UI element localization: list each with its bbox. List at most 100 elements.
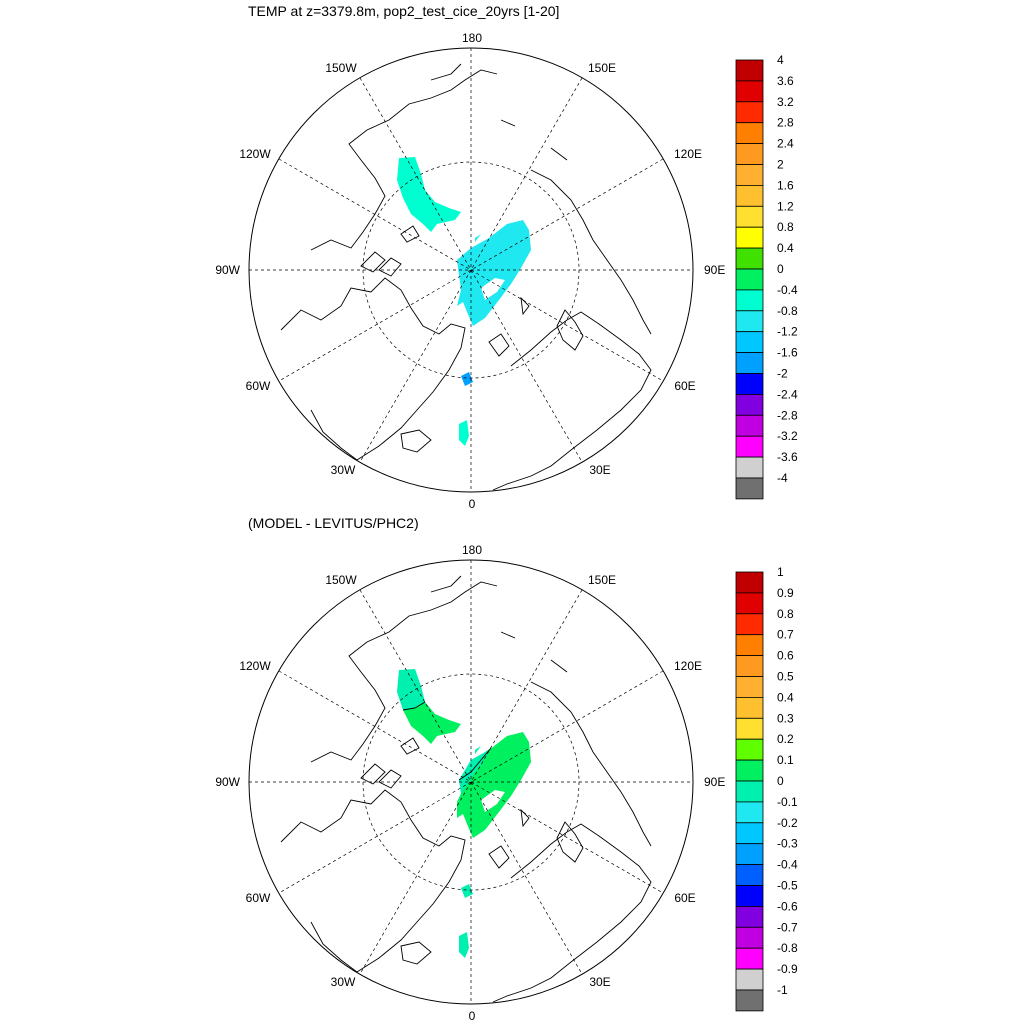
colorbar-box bbox=[735, 456, 764, 479]
colorbar-box bbox=[735, 676, 764, 698]
field-canada-basin bbox=[397, 157, 461, 232]
top-panel: TEMP at z=3379.8m, pop2_test_cice_20yrs … bbox=[215, 3, 798, 511]
lon-label-30w: 30W bbox=[331, 463, 356, 477]
lon-label-60w: 60W bbox=[246, 891, 271, 905]
top-map-boundary bbox=[248, 47, 694, 493]
bottom-lon-labels: 180 0 90W 90E 150W 120W 60W 30W 150E 120… bbox=[215, 543, 725, 1023]
colorbar-box bbox=[735, 759, 764, 782]
colorbar-label: 0.5 bbox=[777, 670, 794, 684]
colorbar-label: -0.3 bbox=[777, 837, 798, 851]
colorbar-label: 0.3 bbox=[777, 711, 794, 725]
colorbar-box bbox=[735, 414, 764, 437]
colorbar-box bbox=[735, 926, 764, 949]
colorbar-box bbox=[735, 80, 764, 103]
colorbar-label: 0.9 bbox=[777, 586, 794, 600]
colorbar-label: 0.8 bbox=[777, 220, 794, 234]
lon-label-180: 180 bbox=[462, 31, 482, 45]
colorbar-box bbox=[735, 592, 764, 615]
field-eurasian-hole bbox=[481, 790, 505, 812]
colorbar-box bbox=[735, 331, 764, 354]
colorbar-label: 0.8 bbox=[777, 607, 794, 621]
colorbar-box bbox=[735, 717, 764, 740]
bottom-coastlines bbox=[280, 575, 652, 1003]
colorbar-box bbox=[735, 59, 764, 82]
colorbar-box bbox=[735, 184, 764, 207]
colorbar-label: 3.6 bbox=[777, 74, 794, 88]
top-colorbar: 4 3.6 3.2 2.8 2.4 2 1.6 1.2 0.8 0.4 0 -0.4 -0.8 -1.2 -… bbox=[735, 53, 798, 500]
colorbar-box bbox=[735, 205, 764, 228]
bottom-polar-map bbox=[248, 559, 694, 1005]
colorbar-label: -2 bbox=[777, 367, 788, 381]
colorbar-box bbox=[735, 247, 764, 270]
lon-label-0: 0 bbox=[469, 1009, 476, 1023]
field-fram-strait bbox=[461, 372, 473, 386]
colorbar-box bbox=[735, 289, 764, 312]
bottom-map-boundary bbox=[248, 559, 694, 1005]
field-canada-basin-south bbox=[403, 702, 461, 744]
colorbar-label: -2.4 bbox=[777, 387, 798, 401]
bottom-panel: (MODEL - LEVITUS/PHC2) bbox=[0, 512, 1024, 1024]
colorbar-label: -0.4 bbox=[777, 858, 798, 872]
colorbar-box bbox=[735, 310, 764, 333]
lon-label-30w: 30W bbox=[331, 975, 356, 989]
colorbar-box bbox=[735, 164, 764, 186]
colorbar-box bbox=[735, 268, 764, 291]
field-greenland-sea bbox=[459, 420, 469, 446]
colorbar-box bbox=[735, 947, 764, 970]
colorbar-label: 0.6 bbox=[777, 649, 794, 663]
top-lon-labels: 180 0 90W 90E 150W 120W 60W 30W 150E 120… bbox=[215, 31, 725, 511]
colorbar-box bbox=[735, 477, 764, 500]
colorbar-label: -0.7 bbox=[777, 920, 798, 934]
colorbar-box bbox=[735, 571, 764, 594]
colorbar-box bbox=[735, 634, 764, 656]
bottom-panel-title: (MODEL - LEVITUS/PHC2) bbox=[248, 515, 419, 531]
colorbar-label: 0.7 bbox=[777, 628, 794, 642]
colorbar-label: 1.6 bbox=[777, 178, 794, 192]
bottom-colorbar: 1 0.9 0.8 0.7 0.6 0.5 0.4 0.3 0.2 0.1 0 -0.1 -0.2 -0.… bbox=[735, 565, 798, 1012]
bottom-meridians bbox=[249, 560, 693, 1004]
field-fram-strait bbox=[461, 884, 473, 898]
lon-label-120w: 120W bbox=[239, 659, 271, 673]
colorbar-label: -0.8 bbox=[777, 941, 798, 955]
colorbar-label: 0 bbox=[777, 774, 784, 788]
top-polar-map bbox=[248, 47, 694, 493]
colorbar-label: 4 bbox=[777, 53, 784, 67]
colorbar-box bbox=[735, 968, 764, 991]
colorbar-label: -0.4 bbox=[777, 283, 798, 297]
lon-label-150w: 150W bbox=[325, 61, 357, 75]
lon-label-60e: 60E bbox=[674, 891, 695, 905]
top-panel-title: TEMP at z=3379.8m, pop2_test_cice_20yrs … bbox=[248, 3, 560, 19]
field-eurasian-basin bbox=[457, 732, 531, 838]
bottom-map-svg: 180 0 90W 90E 150W 120W 60W 30W 150E 120… bbox=[215, 543, 798, 1023]
lon-label-90w: 90W bbox=[215, 775, 240, 789]
colorbar-label: 1 bbox=[777, 565, 784, 579]
lon-label-90w: 90W bbox=[215, 263, 240, 277]
colorbar-label: 0 bbox=[777, 262, 784, 276]
top-meridians bbox=[249, 48, 693, 492]
lon-label-120e: 120E bbox=[674, 147, 702, 161]
colorbar-box bbox=[735, 122, 764, 144]
lon-label-90e: 90E bbox=[704, 775, 725, 789]
colorbar-box bbox=[735, 738, 764, 761]
colorbar-label: -0.2 bbox=[777, 816, 798, 830]
lon-label-0: 0 bbox=[469, 497, 476, 511]
colorbar-label: 2 bbox=[777, 158, 784, 172]
colorbar-label: -0.5 bbox=[777, 879, 798, 893]
colorbar-box bbox=[735, 864, 764, 886]
lon-label-90e: 90E bbox=[704, 263, 725, 277]
colorbar-box bbox=[735, 352, 764, 374]
colorbar-box bbox=[735, 101, 764, 124]
colorbar-label: -0.9 bbox=[777, 962, 798, 976]
colorbar-label: 0.4 bbox=[777, 690, 794, 704]
top-coastlines bbox=[280, 63, 652, 491]
colorbar-box bbox=[735, 373, 764, 395]
colorbar-box bbox=[735, 801, 764, 824]
lon-label-30e: 30E bbox=[589, 975, 610, 989]
lon-label-60e: 60E bbox=[674, 379, 695, 393]
lon-label-120e: 120E bbox=[674, 659, 702, 673]
colorbar-box bbox=[735, 435, 764, 458]
colorbar-label: 0.1 bbox=[777, 753, 794, 767]
colorbar-label: -3.2 bbox=[777, 429, 798, 443]
lon-label-60w: 60W bbox=[246, 379, 271, 393]
colorbar-box bbox=[735, 822, 764, 845]
